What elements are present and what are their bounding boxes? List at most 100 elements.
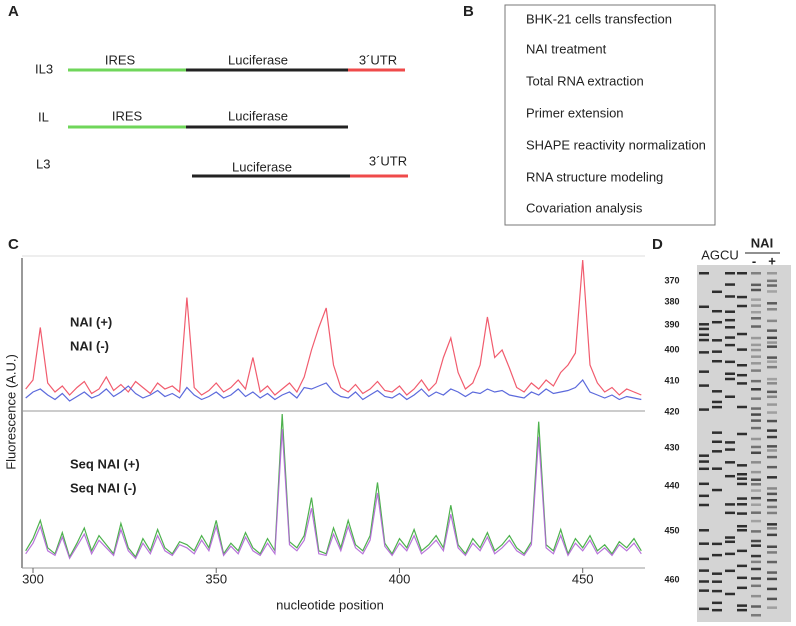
band [737, 482, 747, 486]
reagent-label: NAI [751, 235, 773, 250]
x-axis-label: nucleotide position [276, 597, 384, 612]
band [767, 587, 777, 591]
band [737, 332, 747, 336]
band [751, 407, 761, 410]
band [751, 451, 761, 455]
band [751, 605, 761, 608]
band [725, 511, 735, 515]
x-tick-label: 300 [22, 571, 44, 586]
segment-label: 3´UTR [359, 52, 397, 67]
band [737, 405, 747, 409]
chart: 300 350 400 450 NAI (+) NAI (-) Seq NAI (+) Seq… [22, 259, 642, 586]
band [699, 503, 709, 507]
band [737, 373, 747, 377]
step: RNA structure modeling [526, 169, 663, 184]
band [751, 483, 761, 486]
position-label: 450 [664, 525, 679, 535]
band [751, 594, 761, 598]
band [699, 333, 709, 337]
x-tick-label: 450 [572, 571, 594, 586]
band [767, 505, 777, 509]
band [737, 604, 747, 607]
gel-bands [699, 272, 777, 617]
position-label: 430 [664, 442, 679, 452]
band [712, 450, 722, 453]
band [712, 390, 722, 393]
band [751, 283, 761, 287]
segment-label: Luciferase [232, 159, 292, 174]
construct-name: L3 [36, 156, 50, 171]
band [751, 343, 761, 347]
band [751, 379, 761, 383]
band [751, 348, 761, 352]
band [712, 359, 722, 363]
band [725, 343, 735, 347]
construct-name: IL3 [35, 61, 53, 76]
segment-label: 3´UTR [369, 153, 407, 168]
band [767, 382, 777, 385]
band [767, 577, 777, 581]
step: Primer extension [526, 105, 624, 120]
legend-entry: Seq NAI (+) [70, 456, 140, 471]
band [712, 542, 722, 546]
band [751, 544, 761, 547]
x-tick-label: 350 [205, 571, 227, 586]
band [712, 553, 722, 557]
band [712, 431, 722, 434]
segment-label: IRES [112, 108, 143, 123]
band [751, 445, 761, 449]
band [767, 465, 777, 469]
band [767, 606, 777, 609]
trace [25, 413, 642, 559]
band [767, 449, 777, 452]
band [712, 350, 722, 353]
band [737, 576, 747, 580]
band [751, 397, 761, 400]
band [737, 564, 747, 568]
band [767, 523, 777, 526]
band [712, 608, 722, 612]
band [712, 440, 722, 444]
band [725, 372, 735, 376]
band [737, 364, 747, 367]
band [751, 470, 761, 474]
band [767, 403, 777, 406]
band [712, 589, 722, 593]
band [767, 302, 777, 305]
band [751, 310, 761, 314]
band [699, 272, 709, 275]
legend-entry: NAI (+) [70, 314, 112, 329]
band [699, 542, 709, 545]
lane-labels: AGCU [701, 247, 739, 262]
band [699, 557, 709, 561]
steps-box [504, 4, 716, 226]
band [767, 476, 777, 479]
band [699, 569, 709, 572]
band [737, 524, 747, 528]
band [767, 487, 777, 490]
band [737, 608, 747, 612]
band [737, 295, 747, 299]
band [725, 295, 735, 298]
band [767, 533, 777, 537]
band [767, 492, 777, 496]
band [737, 473, 747, 476]
band [725, 377, 735, 381]
band [751, 288, 761, 292]
band [751, 362, 761, 365]
position-label: 390 [664, 319, 679, 329]
band [767, 279, 777, 283]
band [767, 545, 777, 548]
band [751, 304, 761, 307]
band [737, 464, 747, 467]
position-label: 380 [664, 296, 679, 306]
band [699, 460, 709, 463]
band [767, 336, 777, 340]
band [751, 584, 761, 588]
band [737, 497, 747, 500]
band [751, 560, 761, 564]
band [767, 511, 777, 515]
band [751, 461, 761, 464]
segment-label: Luciferase [228, 108, 288, 123]
band [751, 298, 761, 301]
